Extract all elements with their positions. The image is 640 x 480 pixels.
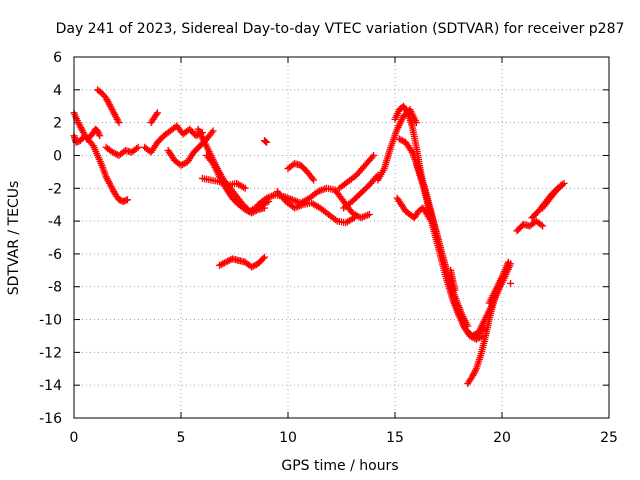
data-point bbox=[397, 136, 405, 144]
y-tick-label: -10 bbox=[39, 313, 62, 329]
data-point bbox=[368, 153, 376, 161]
data-point bbox=[222, 258, 230, 266]
data-point bbox=[471, 366, 479, 374]
data-point bbox=[124, 196, 131, 204]
x-tick-label: 5 bbox=[177, 430, 186, 446]
data-point bbox=[153, 109, 161, 117]
data-point bbox=[468, 333, 476, 341]
chart-title: Day 241 of 2023, Sidereal Day-to-day VTE… bbox=[56, 21, 625, 37]
data-point bbox=[308, 174, 316, 182]
data-point bbox=[219, 260, 227, 268]
data-point bbox=[134, 143, 142, 151]
x-tick-label: 20 bbox=[493, 430, 511, 446]
data-point bbox=[507, 279, 515, 287]
data-point bbox=[310, 176, 318, 184]
axis-ticks: 0 5 10 15 20 25 -16 -14 -12 -10 -8 -6 -4 -2 0 2 4 6 bbox=[39, 50, 618, 446]
y-tick-label: -16 bbox=[39, 411, 62, 427]
y-tick-label: -4 bbox=[48, 214, 62, 230]
data-point bbox=[504, 258, 512, 266]
x-tick-label: 25 bbox=[600, 430, 618, 446]
data-point bbox=[179, 160, 187, 168]
y-tick-label: 6 bbox=[53, 50, 62, 66]
data-point bbox=[209, 127, 217, 135]
data-point bbox=[259, 255, 267, 263]
data-point bbox=[216, 261, 224, 269]
data-point bbox=[252, 206, 260, 214]
data-point bbox=[350, 214, 358, 222]
y-tick-label: 2 bbox=[53, 116, 62, 132]
data-point bbox=[365, 211, 373, 219]
data-point bbox=[248, 209, 256, 217]
data-point bbox=[109, 148, 117, 156]
data-point bbox=[398, 137, 406, 145]
data-point bbox=[262, 138, 270, 146]
y-tick-label: -6 bbox=[48, 247, 62, 263]
data-point bbox=[241, 184, 249, 192]
data-point bbox=[403, 107, 411, 115]
data-point bbox=[152, 110, 160, 118]
data-point bbox=[251, 207, 259, 215]
data-point bbox=[241, 206, 249, 214]
data-point bbox=[224, 257, 232, 265]
data-point bbox=[370, 151, 378, 159]
data-point bbox=[469, 334, 477, 342]
y-tick-label: -12 bbox=[39, 345, 62, 361]
x-tick-label: 10 bbox=[279, 430, 297, 446]
data-point bbox=[251, 261, 259, 269]
y-tick-label: 0 bbox=[53, 148, 62, 164]
data-points bbox=[70, 86, 568, 388]
y-tick-label: -14 bbox=[39, 378, 62, 394]
data-point bbox=[208, 158, 216, 166]
data-point bbox=[558, 181, 566, 189]
data-point bbox=[208, 128, 216, 136]
data-point bbox=[464, 322, 472, 330]
data-point bbox=[192, 132, 200, 140]
y-tick-label: -2 bbox=[48, 181, 62, 197]
y-tick-label: -8 bbox=[48, 280, 62, 296]
data-point bbox=[260, 204, 268, 212]
data-point bbox=[537, 221, 545, 229]
data-point bbox=[557, 182, 565, 190]
data-point bbox=[177, 161, 185, 169]
grid bbox=[74, 57, 609, 418]
data-point bbox=[249, 208, 257, 216]
x-axis-label: GPS time / hours bbox=[281, 458, 398, 474]
data-point bbox=[263, 138, 271, 146]
data-point bbox=[395, 135, 403, 143]
y-axis-label: SDTVAR / TECUs bbox=[6, 181, 22, 296]
data-point bbox=[243, 206, 251, 214]
data-point bbox=[110, 149, 118, 157]
data-point bbox=[133, 144, 141, 152]
plot-frame bbox=[73, 56, 610, 419]
data-point bbox=[115, 119, 123, 127]
data-point bbox=[96, 132, 104, 140]
data-point bbox=[217, 261, 225, 269]
data-point bbox=[225, 256, 233, 264]
data-point bbox=[95, 130, 103, 138]
data-point bbox=[88, 140, 96, 148]
data-point bbox=[451, 286, 459, 294]
y-tick-label: 4 bbox=[53, 83, 62, 99]
data-point bbox=[244, 207, 252, 215]
data-point bbox=[94, 128, 102, 136]
data-point bbox=[260, 253, 268, 261]
data-point bbox=[180, 160, 188, 168]
data-point bbox=[466, 332, 474, 340]
data-point bbox=[249, 262, 257, 270]
data-point bbox=[248, 263, 256, 271]
data-point bbox=[94, 127, 102, 135]
x-tick-label: 15 bbox=[386, 430, 404, 446]
data-point bbox=[220, 259, 228, 267]
data-point bbox=[472, 335, 480, 343]
data-point bbox=[539, 222, 547, 230]
x-tick-label: 0 bbox=[70, 430, 79, 446]
data-point bbox=[114, 117, 122, 125]
